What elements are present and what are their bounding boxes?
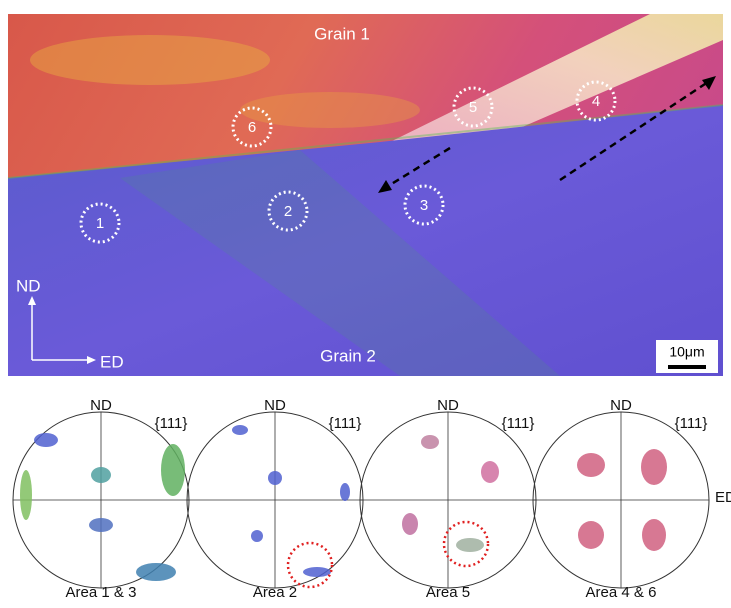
grain-label: Grain 2 xyxy=(320,346,376,365)
texture xyxy=(240,92,420,128)
pole-cluster xyxy=(340,483,350,501)
pole-figure-plane: {111} xyxy=(155,415,188,432)
pole-figure-caption: Area 4 & 6 xyxy=(586,584,657,601)
pole-figure-plane: {111} xyxy=(502,415,535,432)
pole-figure-caption: Area 5 xyxy=(426,584,470,601)
area-circle xyxy=(403,184,445,226)
grain-label: Grain 1 xyxy=(314,24,370,43)
area-number: 2 xyxy=(284,203,292,220)
pole-cluster xyxy=(20,470,32,520)
pole-cluster xyxy=(232,425,248,435)
area-number: 5 xyxy=(469,99,477,116)
pole-cluster xyxy=(268,471,282,485)
pole-cluster xyxy=(577,453,605,477)
pole-cluster xyxy=(91,467,111,483)
pole-cluster xyxy=(161,444,185,496)
area-circle xyxy=(575,80,617,122)
pole-cluster xyxy=(303,567,331,577)
texture xyxy=(120,150,560,376)
ebsd-map: 1 2 3 4 5 6 Grain 1 Grain 2 ND ED 10μm xyxy=(7,14,724,376)
area-number: 6 xyxy=(248,119,256,136)
scale-bar xyxy=(668,365,706,369)
area-number: 4 xyxy=(592,93,600,110)
pole-cluster xyxy=(421,435,439,449)
arrow-head xyxy=(28,296,36,305)
pole-figure-top-label: ND xyxy=(437,397,459,414)
scale-bar-label: 10μm xyxy=(669,344,704,360)
pole-figure-caption: Area 2 xyxy=(253,584,297,601)
grain-2-region xyxy=(8,105,723,376)
pole-figures: ND {111} Area 1 & 3 ND {111} Area 2 ND {111} Are… xyxy=(12,397,731,601)
arrow-head xyxy=(378,180,392,193)
pole-figure-caption: Area 1 & 3 xyxy=(66,584,137,601)
pole-cluster xyxy=(456,538,484,552)
pole-cluster xyxy=(578,521,604,549)
area-circles xyxy=(79,80,617,244)
arrow-head xyxy=(87,356,96,364)
pole-cluster xyxy=(136,563,176,581)
arrow-head xyxy=(702,76,716,90)
pole-figure-top-label: ND xyxy=(90,397,112,414)
pole-figure-top-label: ND xyxy=(610,397,632,414)
grain-5-band xyxy=(390,14,723,142)
pole-cluster xyxy=(251,530,263,542)
arrow-line xyxy=(384,146,451,190)
pole-cluster xyxy=(34,433,58,447)
area-circle xyxy=(452,86,494,128)
texture xyxy=(30,35,270,85)
pole-cluster xyxy=(642,519,666,551)
pole-cluster xyxy=(641,449,667,485)
area-circle xyxy=(267,190,309,232)
pole-cluster xyxy=(481,461,499,483)
area-number: 3 xyxy=(420,197,428,214)
pole-figure-plane: {111} xyxy=(329,415,362,432)
arrow-line xyxy=(559,80,709,182)
area-circle xyxy=(231,106,273,148)
pole-figure-top-label: ND xyxy=(264,397,286,414)
highlight-circle xyxy=(442,520,490,568)
pole-cluster xyxy=(402,513,418,535)
pole-figure-right-label: ED xyxy=(715,489,731,506)
axis-label: ED xyxy=(100,352,124,371)
axis-label: ND xyxy=(16,276,41,295)
area-number: 1 xyxy=(96,215,104,232)
pole-figure-plane: {111} xyxy=(675,415,708,432)
highlight-circle xyxy=(286,541,334,589)
area-circle xyxy=(79,202,121,244)
direction-arrow xyxy=(384,80,709,190)
pole-cluster xyxy=(89,518,113,532)
